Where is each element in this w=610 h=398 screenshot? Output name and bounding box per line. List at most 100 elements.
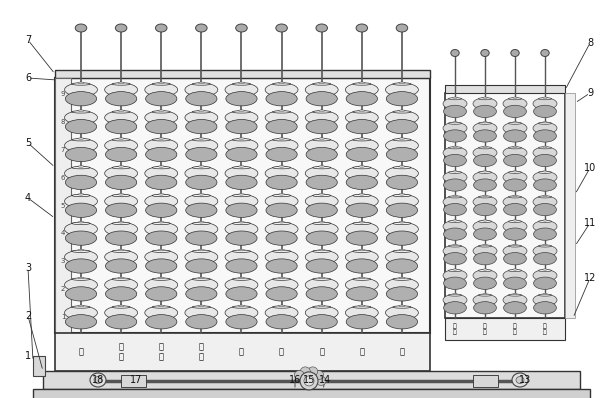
Ellipse shape xyxy=(473,172,497,183)
Ellipse shape xyxy=(504,105,526,117)
Ellipse shape xyxy=(503,123,527,134)
Bar xyxy=(542,302,548,306)
Ellipse shape xyxy=(345,111,378,124)
Ellipse shape xyxy=(106,147,137,162)
Ellipse shape xyxy=(78,82,84,84)
Bar xyxy=(542,105,548,109)
Bar xyxy=(76,259,86,263)
Ellipse shape xyxy=(266,259,297,273)
Ellipse shape xyxy=(72,194,90,197)
Ellipse shape xyxy=(443,105,467,117)
Bar xyxy=(237,231,246,236)
Ellipse shape xyxy=(399,277,405,279)
Ellipse shape xyxy=(504,228,526,240)
Ellipse shape xyxy=(393,278,411,280)
Ellipse shape xyxy=(279,138,284,139)
Ellipse shape xyxy=(353,111,371,113)
Ellipse shape xyxy=(345,139,378,152)
Ellipse shape xyxy=(386,92,418,106)
Ellipse shape xyxy=(513,146,517,148)
Ellipse shape xyxy=(265,250,298,263)
Bar xyxy=(397,259,407,263)
Bar xyxy=(76,203,86,208)
Ellipse shape xyxy=(156,24,167,32)
Ellipse shape xyxy=(359,166,365,167)
Ellipse shape xyxy=(345,250,378,263)
Bar xyxy=(196,148,206,152)
Ellipse shape xyxy=(152,278,170,280)
Bar xyxy=(511,130,518,134)
Bar xyxy=(511,253,518,256)
Ellipse shape xyxy=(345,83,378,96)
Ellipse shape xyxy=(453,121,457,123)
Ellipse shape xyxy=(539,220,551,222)
Bar xyxy=(357,231,367,236)
Ellipse shape xyxy=(473,277,497,289)
Bar xyxy=(357,148,367,152)
Bar xyxy=(116,148,126,152)
Ellipse shape xyxy=(478,147,492,149)
Ellipse shape xyxy=(106,287,137,301)
Ellipse shape xyxy=(533,147,557,158)
Ellipse shape xyxy=(359,138,365,139)
Ellipse shape xyxy=(226,119,257,134)
Ellipse shape xyxy=(192,222,210,224)
Ellipse shape xyxy=(356,24,368,32)
Ellipse shape xyxy=(453,97,457,98)
Bar xyxy=(116,231,126,236)
Bar xyxy=(277,203,287,208)
Ellipse shape xyxy=(478,220,492,222)
Ellipse shape xyxy=(399,193,405,195)
Ellipse shape xyxy=(75,24,87,32)
Bar xyxy=(511,302,518,306)
Bar xyxy=(481,302,489,306)
Ellipse shape xyxy=(305,250,338,263)
Ellipse shape xyxy=(192,111,210,113)
Ellipse shape xyxy=(226,259,257,273)
Ellipse shape xyxy=(239,82,245,84)
Ellipse shape xyxy=(273,250,290,252)
Text: 百
亿: 百 亿 xyxy=(483,324,487,335)
Ellipse shape xyxy=(313,250,331,252)
Ellipse shape xyxy=(306,259,337,273)
Ellipse shape xyxy=(266,119,297,134)
Ellipse shape xyxy=(448,122,462,124)
Ellipse shape xyxy=(453,293,457,295)
Ellipse shape xyxy=(152,250,170,252)
Bar xyxy=(481,277,489,281)
Ellipse shape xyxy=(443,228,467,240)
Bar xyxy=(481,228,489,232)
Ellipse shape xyxy=(273,222,290,224)
Ellipse shape xyxy=(72,250,90,252)
Bar xyxy=(156,287,166,291)
Ellipse shape xyxy=(232,83,251,85)
Ellipse shape xyxy=(386,83,418,96)
Ellipse shape xyxy=(146,175,177,189)
Ellipse shape xyxy=(443,196,467,207)
Bar xyxy=(565,93,575,318)
Text: 8: 8 xyxy=(587,38,593,48)
Bar xyxy=(317,148,326,152)
Bar xyxy=(55,333,430,371)
Bar xyxy=(397,231,407,236)
Ellipse shape xyxy=(145,306,178,319)
Ellipse shape xyxy=(65,111,98,124)
Ellipse shape xyxy=(106,203,137,217)
Bar xyxy=(397,176,407,180)
Bar xyxy=(156,315,166,319)
Ellipse shape xyxy=(539,269,551,271)
Bar xyxy=(357,287,367,291)
Ellipse shape xyxy=(513,195,517,197)
Ellipse shape xyxy=(276,24,287,32)
Ellipse shape xyxy=(305,111,338,124)
Ellipse shape xyxy=(265,111,298,124)
Ellipse shape xyxy=(533,220,557,232)
Ellipse shape xyxy=(146,231,177,245)
Ellipse shape xyxy=(306,92,337,106)
Ellipse shape xyxy=(265,222,298,236)
Ellipse shape xyxy=(185,315,217,329)
Bar xyxy=(397,287,407,291)
Ellipse shape xyxy=(265,167,298,180)
Ellipse shape xyxy=(152,166,170,169)
Ellipse shape xyxy=(319,249,325,251)
